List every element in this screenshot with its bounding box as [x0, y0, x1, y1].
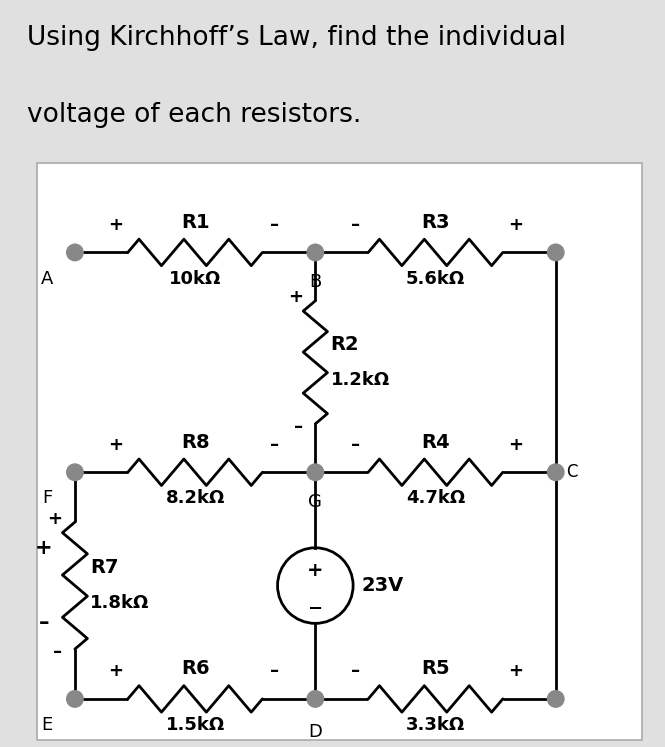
Text: +: +: [108, 663, 123, 681]
Circle shape: [547, 244, 564, 261]
Text: _: _: [310, 589, 321, 610]
Text: R3: R3: [422, 213, 450, 232]
Text: R4: R4: [421, 433, 450, 452]
Text: +: +: [48, 509, 63, 527]
Text: +: +: [507, 216, 523, 234]
Circle shape: [66, 691, 83, 707]
Circle shape: [547, 691, 564, 707]
Text: –: –: [270, 663, 279, 681]
Text: –: –: [351, 663, 360, 681]
Text: 10kΩ: 10kΩ: [169, 270, 221, 288]
Text: R7: R7: [90, 558, 118, 577]
Text: A: A: [41, 270, 53, 288]
Text: +: +: [108, 216, 123, 234]
Circle shape: [307, 244, 324, 261]
Circle shape: [307, 464, 324, 480]
Text: +: +: [288, 288, 303, 306]
Text: 1.8kΩ: 1.8kΩ: [90, 594, 150, 612]
Text: –: –: [270, 436, 279, 453]
Text: Using Kirchhoff’s Law, find the individual: Using Kirchhoff’s Law, find the individu…: [27, 25, 566, 51]
Text: B: B: [309, 273, 321, 291]
Text: 8.2kΩ: 8.2kΩ: [166, 489, 225, 507]
Text: 4.7kΩ: 4.7kΩ: [406, 489, 465, 507]
Text: E: E: [42, 716, 53, 734]
Text: +: +: [507, 436, 523, 453]
Text: 3.3kΩ: 3.3kΩ: [406, 716, 465, 734]
FancyBboxPatch shape: [37, 163, 642, 740]
Text: R1: R1: [181, 213, 209, 232]
Circle shape: [66, 244, 83, 261]
Text: D: D: [309, 723, 323, 741]
Text: R8: R8: [181, 433, 209, 452]
Text: 5.6kΩ: 5.6kΩ: [406, 270, 465, 288]
Text: F: F: [43, 489, 53, 507]
Text: –: –: [294, 418, 303, 436]
Text: –: –: [351, 436, 360, 453]
Text: voltage of each resistors.: voltage of each resistors.: [27, 102, 361, 128]
Text: R2: R2: [331, 335, 359, 354]
Text: +: +: [307, 561, 324, 580]
Text: R6: R6: [181, 660, 209, 678]
Text: R5: R5: [421, 660, 450, 678]
Circle shape: [307, 691, 324, 707]
Text: –: –: [39, 613, 49, 633]
Text: +: +: [507, 663, 523, 681]
Text: G: G: [309, 493, 323, 511]
Text: –: –: [53, 643, 63, 662]
Text: 1.5kΩ: 1.5kΩ: [166, 716, 225, 734]
Circle shape: [66, 464, 83, 480]
Circle shape: [547, 464, 564, 480]
Text: C: C: [566, 463, 577, 481]
Text: –: –: [351, 216, 360, 234]
Text: +: +: [108, 436, 123, 453]
Text: 1.2kΩ: 1.2kΩ: [331, 371, 390, 388]
Text: 23V: 23V: [361, 576, 404, 595]
Text: +: +: [35, 538, 53, 558]
Text: –: –: [270, 216, 279, 234]
